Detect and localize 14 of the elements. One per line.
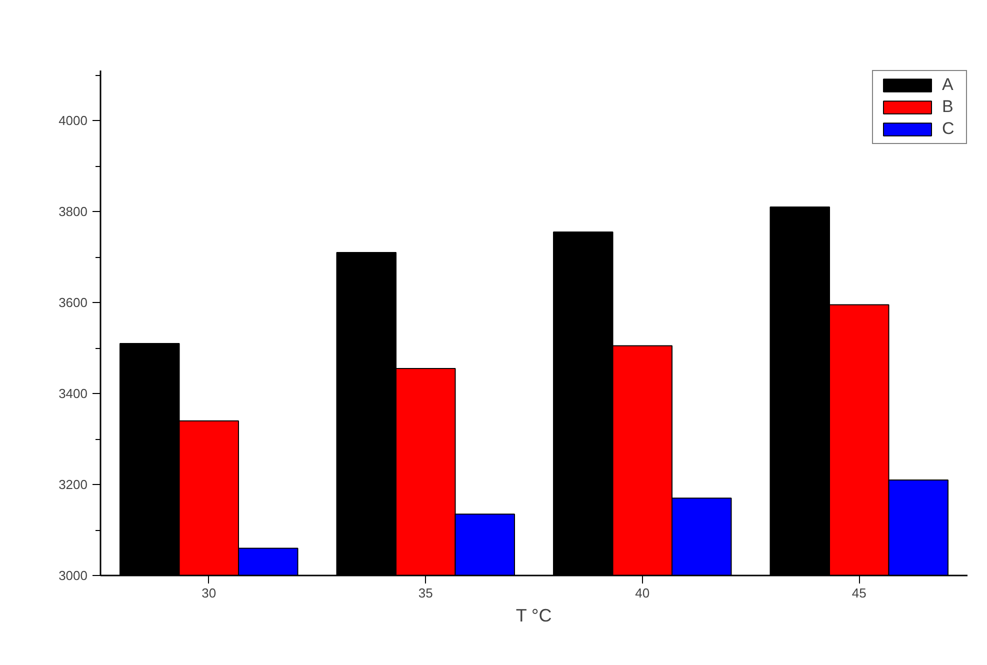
y-tick-label: 4000 <box>58 113 88 128</box>
x-tick-label: 30 <box>202 586 216 600</box>
x-axis-title: T °C <box>516 606 552 626</box>
x-tick-label: 40 <box>635 586 650 600</box>
y-tick-label: 3400 <box>58 386 88 402</box>
y-tick-label: 3200 <box>58 477 88 492</box>
legend-label: A <box>942 75 954 95</box>
legend-label: C <box>942 119 956 139</box>
y-tick-label: 3000 <box>58 568 88 583</box>
x-tick-label: 35 <box>418 586 433 600</box>
y-tick-label: 3600 <box>58 295 88 310</box>
y-tick-label: 3800 <box>58 204 88 220</box>
legend-label: B <box>942 97 954 117</box>
x-tick-label: 45 <box>852 586 866 600</box>
